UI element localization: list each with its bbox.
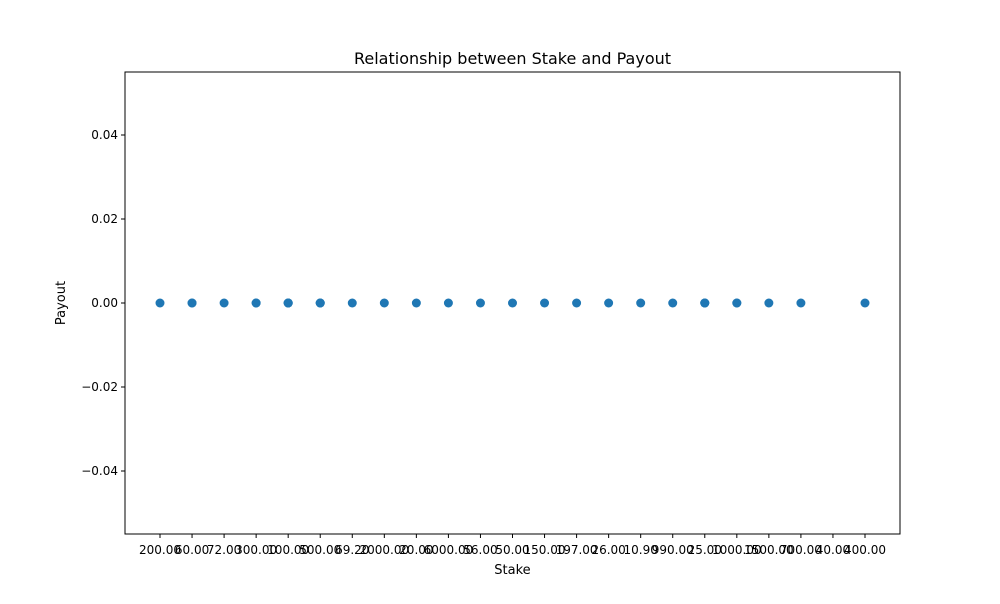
data-point bbox=[219, 298, 229, 308]
x-tick-label: 700.00 bbox=[780, 543, 822, 557]
x-tick-label: 1000.00 bbox=[712, 543, 762, 557]
data-point bbox=[283, 298, 293, 308]
data-point bbox=[668, 298, 678, 308]
x-tick-label: 300.00 bbox=[235, 543, 277, 557]
data-point bbox=[251, 298, 261, 308]
data-point bbox=[732, 298, 742, 308]
x-tick-label: 2000.00 bbox=[360, 543, 410, 557]
data-point bbox=[475, 298, 485, 308]
data-point bbox=[700, 298, 710, 308]
y-axis: −0.04 −0.02 0.00 0.02 0.04 bbox=[81, 128, 125, 478]
x-axis: 200.0060.0072.00300.00100.00500.0069.202… bbox=[139, 534, 886, 557]
x-tick-label: 6000.00 bbox=[424, 543, 474, 557]
data-point bbox=[540, 298, 550, 308]
x-tick-label: 69.20 bbox=[335, 543, 369, 557]
x-tick-label: 100.00 bbox=[267, 543, 309, 557]
x-tick-label: 50.00 bbox=[495, 543, 529, 557]
y-axis-label: Payout bbox=[54, 281, 69, 325]
x-tick-label: 60.00 bbox=[175, 543, 209, 557]
x-tick-label: 1500.00 bbox=[744, 543, 794, 557]
data-point bbox=[636, 298, 646, 308]
data-point bbox=[796, 298, 806, 308]
chart-title: Relationship between Stake and Payout bbox=[354, 49, 671, 68]
x-tick-label: 197.00 bbox=[556, 543, 598, 557]
data-point bbox=[411, 298, 421, 308]
y-tick-label: −0.02 bbox=[81, 380, 118, 394]
y-tick-label: 0.02 bbox=[91, 212, 118, 226]
x-tick-label: 40.00 bbox=[816, 543, 850, 557]
data-point bbox=[572, 298, 582, 308]
x-tick-label: 26.00 bbox=[591, 543, 625, 557]
data-point bbox=[604, 298, 614, 308]
data-point bbox=[379, 298, 389, 308]
x-tick-label: 200.00 bbox=[139, 543, 181, 557]
x-tick-label: 150.00 bbox=[524, 543, 566, 557]
x-tick-label: 500.00 bbox=[299, 543, 341, 557]
y-tick-label: 0.00 bbox=[91, 296, 118, 310]
data-point bbox=[315, 298, 325, 308]
data-point bbox=[860, 298, 870, 308]
x-tick-label: 72.00 bbox=[207, 543, 241, 557]
x-tick-label: 990.00 bbox=[652, 543, 694, 557]
data-point bbox=[347, 298, 357, 308]
x-tick-label: 25.00 bbox=[688, 543, 722, 557]
x-tick-label: 400.00 bbox=[844, 543, 886, 557]
data-point bbox=[187, 298, 197, 308]
plot-area bbox=[155, 298, 870, 308]
data-point bbox=[155, 298, 165, 308]
y-tick-label: 0.04 bbox=[91, 128, 118, 142]
y-tick-label: −0.04 bbox=[81, 464, 118, 478]
x-tick-label: 10.90 bbox=[624, 543, 658, 557]
x-tick-label: 20.00 bbox=[399, 543, 433, 557]
data-point bbox=[443, 298, 453, 308]
data-point bbox=[508, 298, 517, 308]
x-tick-label: 56.00 bbox=[463, 543, 497, 557]
data-point bbox=[764, 298, 774, 308]
x-axis-label: Stake bbox=[494, 563, 530, 578]
